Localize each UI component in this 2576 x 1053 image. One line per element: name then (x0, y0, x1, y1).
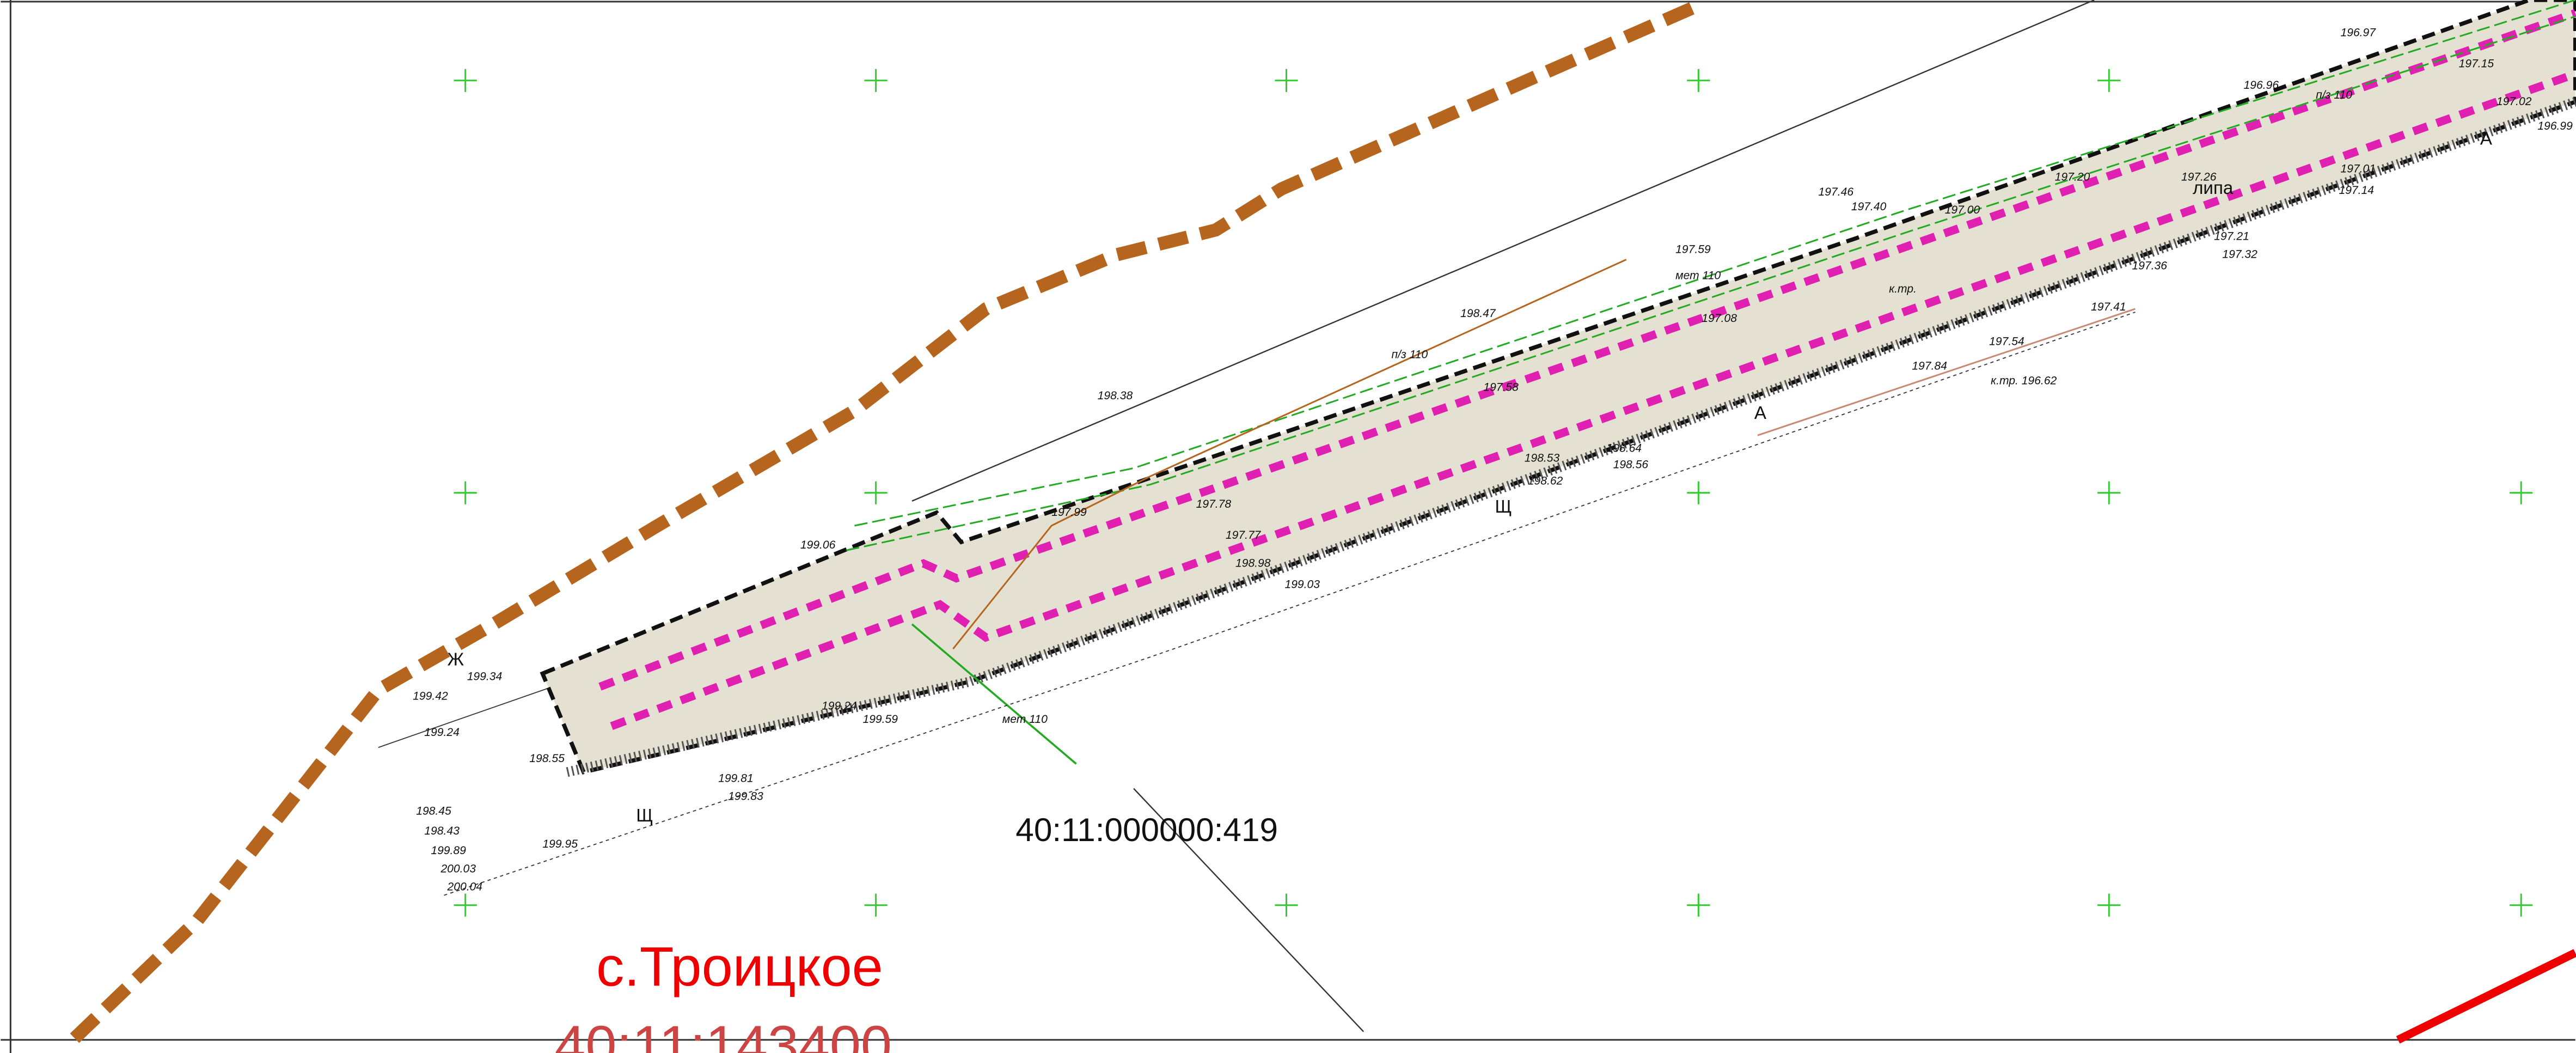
elevation-mark: 197.26 (2181, 171, 2217, 184)
elevation-mark: 197.15 (2459, 58, 2494, 70)
slope-hatch (566, 97, 2576, 777)
map-note: п/з 110 (2316, 89, 2352, 101)
elevation-mark: 197.78 (1196, 498, 1232, 510)
elevation-mark: 197.32 (2222, 248, 2257, 260)
map-letter: Щ (1495, 497, 1512, 517)
elevation-mark: 197.99 (1051, 506, 1087, 519)
parcel-line (911, 0, 2095, 502)
elevation-mark: 197.84 (1912, 360, 1947, 373)
elevation-mark: 199.24 (424, 726, 460, 739)
elevation-mark: 196.97 (2341, 26, 2377, 39)
elevation-mark: 197.21 (2214, 230, 2249, 242)
parcel-number: 40:11:000000:419 (1015, 811, 1278, 848)
parcel-line (1133, 788, 1365, 1032)
map-note: мет 110 (1675, 270, 1721, 282)
elevation-mark: 198.98 (1235, 557, 1271, 569)
elevation-mark: 199.03 (1284, 579, 1320, 591)
elevation-mark: 200.03 (440, 862, 476, 875)
elevation-mark: 197.77 (1226, 529, 1262, 541)
elevation-mark: 198.43 (424, 825, 460, 837)
map-letter: липа (2193, 178, 2234, 198)
elevation-mark: 198.62 (1528, 475, 1563, 488)
elevation-mark: 199.42 (413, 690, 448, 703)
contour (1757, 308, 2136, 436)
elevation-mark: 198.53 (1525, 452, 1560, 464)
elevation-mark: 198.56 (1613, 458, 1649, 471)
elevation-mark: 198.64 (1607, 442, 1642, 454)
elevation-mark: 199.24 (822, 700, 857, 713)
elevation-mark: 198.45 (416, 805, 451, 818)
elevation-mark: 198.47 (1460, 307, 1496, 320)
elevation-mark: 196.99 (2537, 120, 2573, 132)
elevation-mark: 200.04 (447, 880, 483, 893)
elevation-mark: 199.89 (431, 844, 466, 857)
gas-pipe (911, 623, 1077, 765)
contour (952, 259, 1627, 650)
elevation-mark: 199.81 (718, 772, 754, 784)
elevation-mark: 196.96 (2244, 79, 2279, 92)
elevation-mark: 197.40 (1851, 200, 1887, 213)
elevation-mark: 197.58 (1483, 381, 1519, 394)
edge-line (444, 312, 2136, 896)
map-letter: А (1754, 403, 1767, 423)
elevation-mark: 197.59 (1675, 243, 1711, 255)
map-note: п/з 110 (1391, 348, 1428, 361)
map-note: к.тр. (1889, 283, 1917, 295)
red-line (610, 70, 2576, 730)
map-letter: А (2480, 129, 2493, 149)
gas-pipe (854, 0, 2576, 527)
elevation-mark: 197.01 (2341, 163, 2376, 175)
red-boundary (2396, 949, 2576, 1044)
elevation-mark: 197.08 (1702, 312, 1737, 325)
gas-pipe (846, 15, 2576, 551)
elevation-mark: 197.20 (2055, 171, 2090, 184)
elevation-mark: 197.00 (1945, 204, 1980, 216)
elevation-mark: 198.38 (1098, 389, 1133, 402)
elevation-mark: 199.59 (862, 713, 898, 726)
elevation-mark: 197.14 (2339, 184, 2374, 197)
map-letter: Ж (448, 649, 464, 669)
elevation-mark: 197.36 (2132, 260, 2168, 272)
elevation-mark: 199.34 (467, 670, 503, 683)
map-note: к.тр. 196.62 (1991, 375, 2057, 387)
red-line (598, 9, 2576, 691)
cadastral-quarter: 40:11:143400 (554, 1014, 892, 1053)
elevation-mark: 197.02 (2497, 95, 2532, 108)
elevation-mark: 197.54 (1989, 335, 2024, 348)
settlement-boundary (70, 2, 1695, 1043)
elevation-mark: 198.55 (529, 752, 565, 765)
elevation-mark: 199.95 (542, 838, 578, 850)
elevation-mark: 199.06 (800, 539, 836, 551)
map-letter: Щ (636, 806, 653, 826)
map-note: мет 110 (1002, 713, 1048, 726)
elevation-mark: 197.46 (1819, 186, 1854, 198)
elevation-mark: 197.41 (2091, 301, 2126, 313)
settlement-name: с.Троицкое (596, 935, 883, 997)
elevation-mark: 199.83 (728, 790, 763, 803)
